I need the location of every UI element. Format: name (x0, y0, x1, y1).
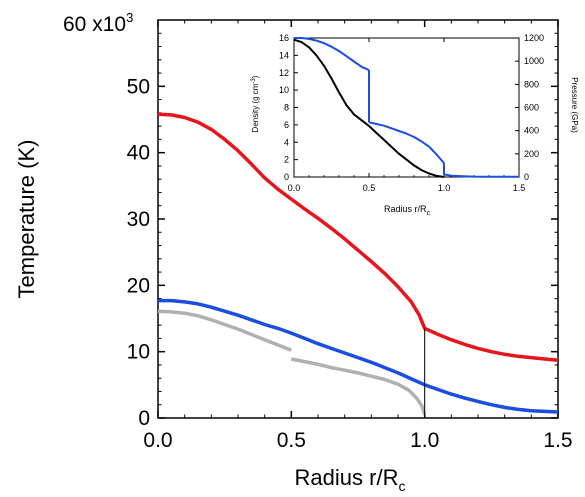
y-tick-label: 20 (127, 274, 150, 297)
series-line-2 (290, 357, 427, 416)
inset-x-tick-label: 0.5 (363, 183, 376, 193)
y-axis-label: Temperature (K) (14, 140, 39, 299)
inset-y-axis-label: Density (g cm-3) (251, 75, 260, 132)
inset-y-axis-label-close: ) (251, 75, 260, 78)
inset-x-tick-label: 0.0 (288, 183, 301, 193)
y-tick-label: 40 (127, 142, 150, 165)
y-axis-multiplier-exp: 3 (126, 10, 133, 25)
inset-series-line-0 (293, 38, 445, 178)
inset-y-tick-label: 12 (279, 68, 289, 78)
series-line-2 (157, 309, 292, 352)
inset-y-tick-label: 0 (284, 172, 289, 182)
x-axis-label-sub: c (398, 478, 405, 494)
y-tick-label: 50 (127, 75, 150, 98)
inset-y-axis-label-main: Density (g cm (251, 83, 260, 132)
y-tick-label: 30 (127, 208, 150, 231)
inset-y-tick-label: 8 (284, 103, 289, 113)
x-tick-label: 0.5 (277, 429, 306, 452)
inset-background (288, 37, 518, 177)
inset-y-tick-label: 2 (284, 155, 289, 165)
inset-y2-tick-label: 600 (524, 103, 539, 113)
inset-y2-tick-label: 200 (524, 149, 539, 159)
inset-x-axis-label-sub: c (427, 210, 431, 217)
inset-y-axis-label-sup: -3 (251, 78, 257, 84)
series-line-1 (158, 298, 559, 414)
y-axis-multiplier-base: 60 x10 (63, 13, 126, 36)
inset-x-tick-label: 1.0 (438, 183, 451, 193)
inset-y2-tick-label: 0 (524, 172, 529, 182)
x-tick-label: 1.5 (543, 429, 572, 452)
inset-series-line-1 (368, 121, 445, 164)
main-series (157, 112, 559, 416)
inset-y-tick-label: 14 (279, 50, 289, 60)
y-tick-label: 10 (127, 341, 150, 364)
inset-y-tick-label: 16 (279, 33, 289, 43)
x-tick-label: 0.0 (143, 429, 172, 452)
inset-x-axis-label: Radius r/Rc (384, 204, 431, 217)
y-tick-label: 0 (138, 407, 150, 430)
y-axis-multiplier: 60 x103 (63, 10, 133, 36)
inset-series-line-1 (443, 173, 519, 178)
x-tick-label: 1.0 (410, 429, 439, 452)
inset-y-tick-label: 4 (284, 137, 289, 147)
inset-series (293, 37, 519, 178)
series-line-0 (157, 112, 559, 363)
inset-y-tick-label: 10 (279, 85, 289, 95)
inset-y2-tick-label: 1200 (524, 33, 544, 43)
inset-series-line-1 (294, 37, 370, 72)
inset-y2-tick-label: 800 (524, 79, 539, 89)
inset-y2-tick-label: 1000 (524, 56, 544, 66)
inset-x-axis-label-main: Radius r/R (384, 204, 427, 214)
inset-x-tick-label: 1.5 (513, 183, 526, 193)
x-axis-label-main: Radius r/R (295, 465, 399, 490)
inset-y2-axis-label: Pressure (GPa) (570, 77, 579, 133)
inset-y-tick-label: 6 (284, 120, 289, 130)
inset-y2-tick-label: 400 (524, 126, 539, 136)
x-axis-label: Radius r/Rc (295, 465, 406, 494)
